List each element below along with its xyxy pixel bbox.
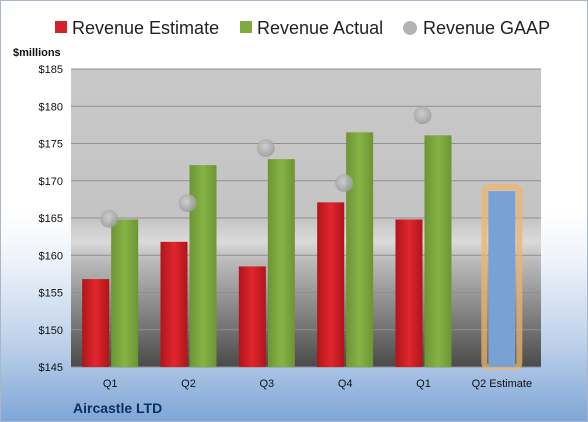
y-tick-label: $165 <box>39 213 63 225</box>
y-unit-label: $millions <box>13 47 61 59</box>
legend: Revenue Estimate Revenue Actual Revenue … <box>55 18 550 38</box>
y-tick-label: $180 <box>39 101 63 113</box>
y-tick-label: $145 <box>39 362 63 374</box>
bar-actual <box>267 159 295 367</box>
x-tick-label: Q1 <box>416 378 431 390</box>
bar-estimate <box>317 202 345 367</box>
y-tick-label: $155 <box>39 288 63 300</box>
gaap-marker <box>413 106 432 125</box>
bar-actual <box>346 132 374 367</box>
bar-estimate <box>395 219 423 367</box>
x-tick-label: Q1 <box>103 378 118 390</box>
bar-actual <box>189 165 217 367</box>
company-name: Aircastle LTD <box>73 400 162 416</box>
gaap-markers <box>100 106 432 228</box>
y-tick-label: $185 <box>39 64 63 76</box>
x-tick-label: Q2 Estimate <box>472 378 533 390</box>
bar-actual <box>111 219 139 367</box>
bar-estimate-forecast <box>488 191 516 367</box>
y-tick-label: $160 <box>39 250 63 262</box>
gaap-marker <box>256 138 275 157</box>
bar-actual <box>424 135 452 367</box>
y-axis-ticks: $145 $150 $155 $160 $165 $170 $175 $180 $185 <box>39 64 63 374</box>
bar-estimate <box>82 279 110 367</box>
bar-estimate <box>160 241 188 367</box>
legend-swatch-estimate <box>55 21 67 33</box>
legend-swatch-gaap <box>403 21 417 35</box>
bars <box>82 132 523 370</box>
gaap-marker <box>335 173 354 192</box>
y-tick-label: $150 <box>39 325 63 337</box>
legend-label-estimate: Revenue Estimate <box>72 18 219 38</box>
legend-label-gaap: Revenue GAAP <box>423 18 550 38</box>
gaap-marker <box>100 209 119 228</box>
gridlines <box>71 68 541 368</box>
y-tick-label: $175 <box>39 139 63 151</box>
x-tick-label: Q4 <box>338 378 353 390</box>
x-tick-label: Q2 <box>181 378 196 390</box>
bar-estimate <box>238 266 266 367</box>
legend-label-actual: Revenue Actual <box>257 18 383 38</box>
x-axis-ticks: Q1 Q2 Q3 Q4 Q1 Q2 Estimate <box>103 378 532 390</box>
legend-swatch-actual <box>240 21 252 33</box>
gaap-marker <box>178 194 197 213</box>
y-tick-label: $170 <box>39 176 63 188</box>
x-tick-label: Q3 <box>259 378 274 390</box>
